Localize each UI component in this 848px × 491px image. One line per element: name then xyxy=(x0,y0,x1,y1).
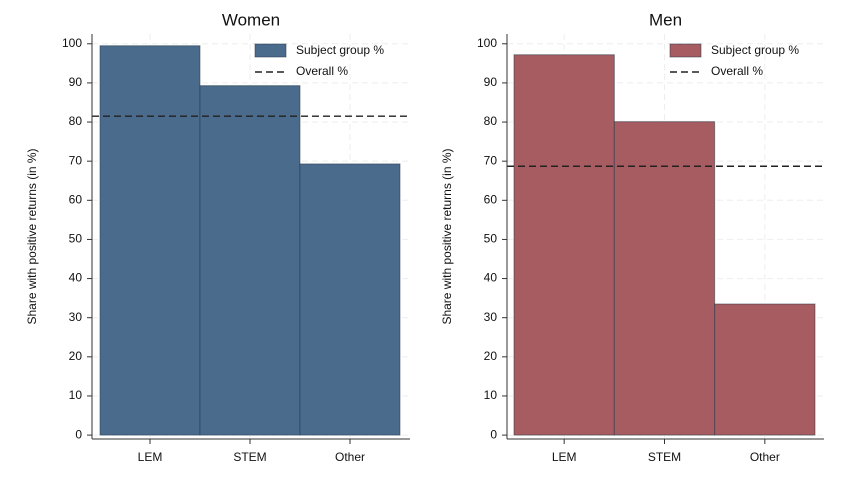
y-tick-label: 80 xyxy=(69,114,83,128)
legend-label: Subject group % xyxy=(296,43,384,57)
x-tick-label: Other xyxy=(335,450,365,464)
y-tick-label: 60 xyxy=(484,192,498,206)
bar xyxy=(714,303,816,436)
bar xyxy=(99,45,201,436)
legend-label: Subject group % xyxy=(711,43,799,57)
legend-swatch xyxy=(669,43,702,58)
x-tick-label: Other xyxy=(750,450,780,464)
y-tick-label: 20 xyxy=(484,349,498,363)
bar xyxy=(199,85,301,436)
y-tick-label: 90 xyxy=(69,75,83,89)
y-tick-label: 50 xyxy=(69,232,83,246)
legend-label: Overall % xyxy=(711,64,763,78)
bar xyxy=(513,54,615,436)
x-tick-label: STEM xyxy=(233,450,266,464)
x-tick-label: LEM xyxy=(138,450,163,464)
y-tick-label: 70 xyxy=(484,153,498,167)
y-tick-label: 10 xyxy=(484,388,498,402)
y-tick-label: 80 xyxy=(484,114,498,128)
y-tick-label: 10 xyxy=(69,388,83,402)
y-tick-label: 30 xyxy=(69,310,83,324)
bar xyxy=(299,163,401,436)
y-axis-label: Share with positive returns (in %) xyxy=(440,148,454,324)
legend-label: Overall % xyxy=(296,64,348,78)
y-tick-label: 50 xyxy=(484,232,498,246)
y-tick-label: 0 xyxy=(490,427,497,441)
chart-title: Men xyxy=(649,10,682,29)
y-tick-label: 40 xyxy=(69,271,83,285)
y-tick-label: 20 xyxy=(69,349,83,363)
y-tick-label: 70 xyxy=(69,153,83,167)
bar xyxy=(613,121,716,436)
y-tick-label: 40 xyxy=(484,271,498,285)
y-tick-label: 0 xyxy=(75,427,82,441)
y-tick-label: 60 xyxy=(69,192,83,206)
y-tick-label: 100 xyxy=(62,36,82,50)
y-axis-label: Share with positive returns (in %) xyxy=(25,148,39,324)
y-tick-label: 30 xyxy=(484,310,498,324)
chart-title: Women xyxy=(222,10,280,29)
x-tick-label: STEM xyxy=(648,450,681,464)
y-tick-label: 100 xyxy=(477,36,497,50)
y-tick-label: 90 xyxy=(484,75,498,89)
legend-swatch xyxy=(254,43,287,58)
x-tick-label: LEM xyxy=(552,450,577,464)
